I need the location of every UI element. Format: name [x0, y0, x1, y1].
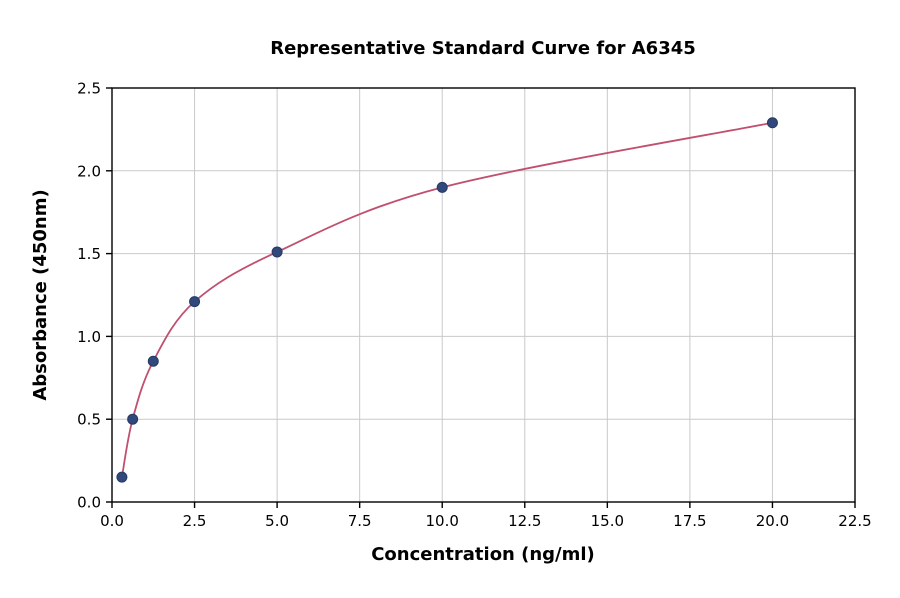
- y-axis-label: Absorbance (450nm): [30, 189, 51, 400]
- x-tick-label: 22.5: [838, 512, 871, 530]
- y-tick-label: 1.0: [77, 328, 101, 346]
- x-tick-label: 2.5: [183, 512, 207, 530]
- y-tick-label: 1.5: [77, 245, 101, 263]
- x-axis-label: Concentration (ng/ml): [371, 544, 595, 565]
- data-point: [147, 355, 159, 367]
- data-series: [116, 117, 778, 483]
- x-tick-label: 15.0: [591, 512, 624, 530]
- y-tick-label: 0.0: [77, 494, 101, 512]
- axis-ticks: [106, 87, 856, 508]
- data-point: [189, 296, 201, 308]
- data-point: [271, 246, 283, 258]
- x-tick-label: 7.5: [348, 512, 372, 530]
- plot-border: [111, 87, 856, 503]
- data-point: [127, 413, 139, 425]
- fit-curve: [121, 121, 773, 478]
- x-tick-label: 5.0: [265, 512, 289, 530]
- x-tick-label: 17.5: [673, 512, 706, 530]
- y-tick-label: 2.5: [77, 80, 101, 98]
- y-tick-label: 2.0: [77, 162, 101, 180]
- y-tick-label: 0.5: [77, 411, 101, 429]
- x-tick-label: 12.5: [508, 512, 541, 530]
- gridlines: [111, 87, 856, 503]
- data-point: [766, 117, 778, 129]
- x-tick-label: 10.0: [426, 512, 459, 530]
- x-tick-label: 0.0: [100, 512, 124, 530]
- chart-title: Representative Standard Curve for A6345: [270, 38, 696, 59]
- data-point: [436, 181, 448, 193]
- x-tick-label: 20.0: [756, 512, 789, 530]
- tick-labels: 0.0 2.5 5.0 7.5 10.0 12.5 15.0 17.5 20.0 22.5 0.0 0…: [77, 80, 872, 531]
- data-point: [116, 471, 128, 483]
